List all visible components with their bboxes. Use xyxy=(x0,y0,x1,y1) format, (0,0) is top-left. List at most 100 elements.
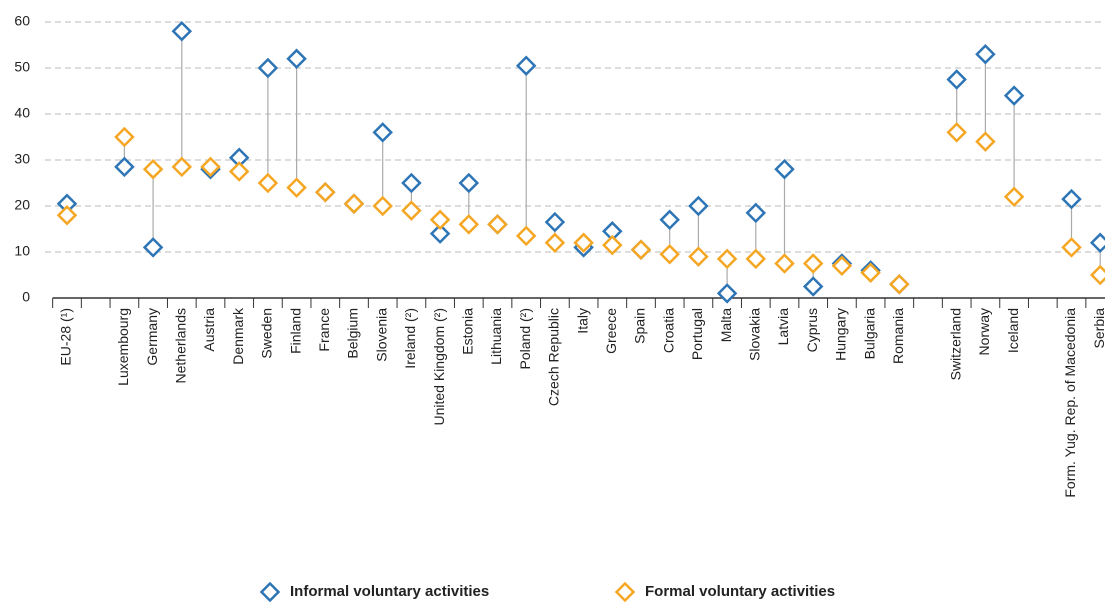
x-tick-label: Romania xyxy=(890,308,906,364)
x-tick-label: Luxembourg xyxy=(115,308,131,386)
diamond-marker xyxy=(458,214,480,235)
x-tick-label: Lithuania xyxy=(488,308,504,365)
diamond-marker xyxy=(774,253,795,274)
diamond-marker xyxy=(1089,264,1105,286)
diamond-marker xyxy=(1061,237,1082,258)
legend-label: Informal voluntary activities xyxy=(290,583,489,600)
diamond-marker xyxy=(1003,85,1025,106)
x-tick-label: Cyprus xyxy=(804,308,820,352)
diamond-marker xyxy=(975,43,996,65)
diamond-marker xyxy=(429,223,451,244)
diamond-marker xyxy=(171,20,193,42)
x-tick-label: Sweden xyxy=(259,308,275,359)
diamond-marker xyxy=(1003,186,1025,208)
diamond-marker xyxy=(56,204,78,226)
diamond-marker xyxy=(142,158,164,180)
x-tick-label: EU-28 (¹) xyxy=(58,308,74,366)
diamond-marker xyxy=(573,232,594,254)
y-tick-label: 30 xyxy=(14,151,30,167)
diamond-marker xyxy=(946,122,967,143)
x-tick-label: Belgium xyxy=(345,308,361,359)
diamond-marker xyxy=(630,239,652,260)
legend-label: Formal voluntary activities xyxy=(645,583,835,600)
diamond-marker xyxy=(257,172,279,194)
diamond-marker xyxy=(458,172,480,194)
x-tick-label: Austria xyxy=(201,308,217,352)
x-tick-label: Iceland xyxy=(1005,308,1021,353)
x-tick-label: Portugal xyxy=(689,308,705,360)
x-tick-label: United Kingdom (²) xyxy=(431,308,447,426)
diamond-marker xyxy=(688,246,709,267)
diamond-marker xyxy=(831,255,853,277)
diamond-marker xyxy=(602,234,623,256)
diamond-marker xyxy=(372,122,393,143)
diamond-marker xyxy=(200,156,221,178)
diamond-marker xyxy=(688,195,709,217)
y-tick-label: 40 xyxy=(14,105,30,121)
diamond-marker xyxy=(716,283,738,304)
y-tick-label: 60 xyxy=(14,13,30,29)
x-tick-label: Italy xyxy=(574,308,590,334)
x-tick-label: Germany xyxy=(144,308,160,366)
diamond-marker xyxy=(372,195,393,217)
diamond-marker xyxy=(544,232,566,254)
x-tick-label: Bulgaria xyxy=(861,308,877,360)
legend-marker xyxy=(259,581,281,603)
x-tick-label: Czech Republic xyxy=(546,308,562,406)
y-tick-label: 0 xyxy=(22,289,30,305)
diamond-marker xyxy=(429,209,451,231)
x-tick-label: Latvia xyxy=(775,308,791,346)
x-tick-label: Serbia xyxy=(1091,308,1105,349)
x-tick-label: Denmark xyxy=(230,307,246,365)
diamond-marker xyxy=(946,69,967,90)
diamond-marker xyxy=(315,181,336,203)
y-tick-label: 10 xyxy=(14,243,30,259)
x-tick-label: Hungary xyxy=(833,308,849,361)
diamond-marker xyxy=(515,55,537,76)
diamond-marker xyxy=(343,193,365,214)
diamond-marker xyxy=(1089,232,1105,254)
x-tick-label: Greece xyxy=(603,308,619,354)
x-tick-label: Estonia xyxy=(460,308,476,355)
diamond-marker xyxy=(257,57,279,79)
diamond-marker xyxy=(286,48,307,70)
diamond-marker xyxy=(659,209,680,231)
x-tick-label: Croatia xyxy=(660,308,676,353)
diamond-marker xyxy=(286,177,307,198)
diamond-marker xyxy=(401,172,422,194)
x-tick-label: Malta xyxy=(718,308,734,342)
x-tick-label: Netherlands xyxy=(173,308,189,384)
diamond-marker xyxy=(860,262,881,283)
diamond-marker xyxy=(889,273,910,295)
diamond-marker xyxy=(228,161,250,182)
diamond-marker xyxy=(802,276,824,297)
diamond-marker xyxy=(774,158,795,180)
x-tick-label: Form. Yug. Rep. of Macedonia xyxy=(1062,308,1078,498)
diamond-marker xyxy=(114,126,135,148)
diamond-marker xyxy=(114,156,135,178)
y-tick-label: 20 xyxy=(14,197,30,213)
diamond-marker xyxy=(401,200,422,221)
x-tick-label: Slovakia xyxy=(747,308,763,361)
diamond-marker xyxy=(802,253,824,274)
diamond-marker xyxy=(745,248,767,270)
x-tick-label: Spain xyxy=(632,308,648,344)
x-tick-label: Norway xyxy=(976,308,992,355)
x-tick-label: Slovenia xyxy=(373,308,389,362)
diamond-marker xyxy=(716,248,738,270)
diamond-marker xyxy=(602,221,623,242)
legend-marker xyxy=(614,581,636,603)
diamond-marker xyxy=(975,131,996,152)
diamond-marker xyxy=(659,244,680,265)
x-tick-label: Finland xyxy=(287,308,303,354)
x-tick-label: Poland (²) xyxy=(517,308,533,369)
diamond-marker xyxy=(228,147,250,168)
diamond-marker xyxy=(171,156,193,178)
diamond-marker xyxy=(544,211,566,233)
x-tick-label: Ireland (²) xyxy=(402,308,418,369)
y-tick-label: 50 xyxy=(14,59,30,75)
diamond-marker xyxy=(487,214,508,235)
diamond-marker xyxy=(745,202,767,224)
x-tick-label: Switzerland xyxy=(947,308,963,380)
